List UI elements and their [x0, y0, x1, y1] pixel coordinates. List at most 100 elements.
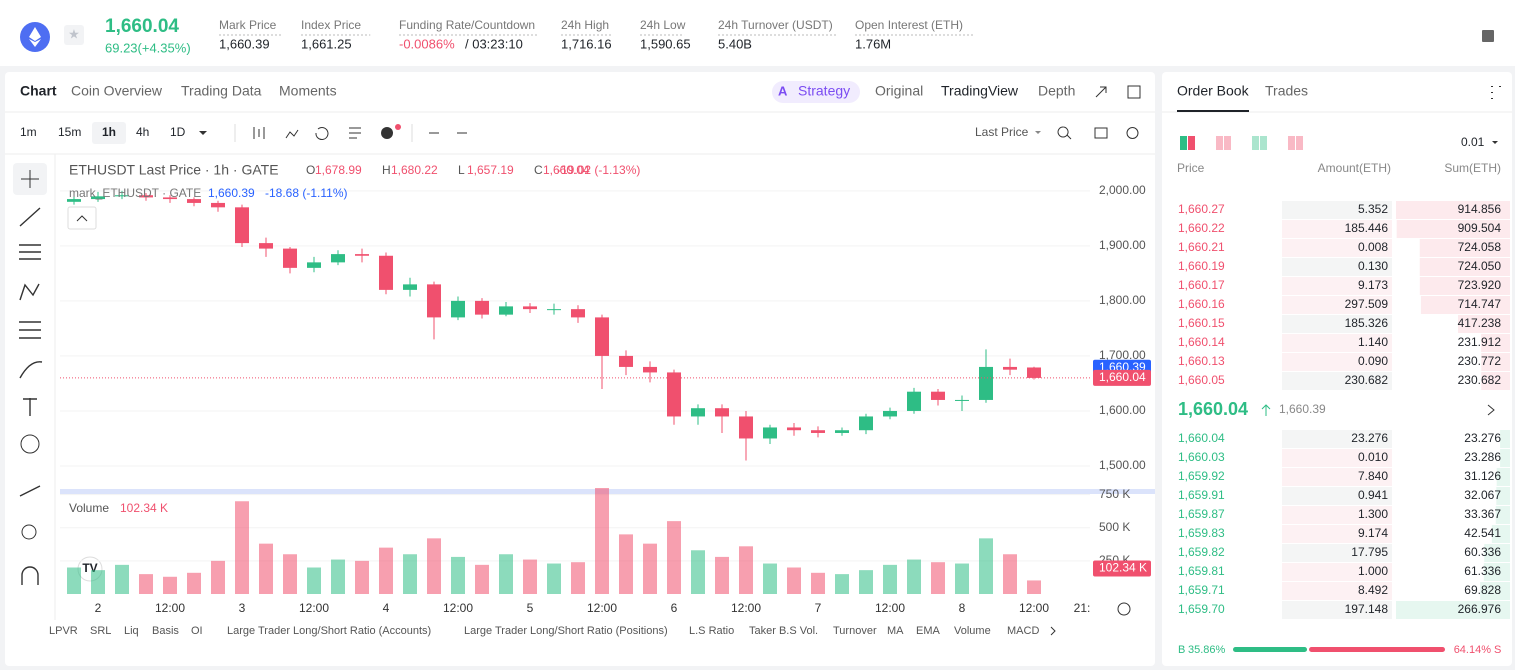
indicator[interactable]: Large Trader Long/Short Ratio (Accounts) [227, 625, 431, 637]
depth-bar [1491, 525, 1510, 543]
candle-body [163, 197, 177, 200]
candle-body [427, 284, 441, 318]
book-price[interactable]: 1,660.21 [1178, 240, 1225, 254]
chart-tab[interactable]: Chart [20, 83, 57, 99]
view-tab[interactable]: Strategy [798, 83, 850, 99]
book-mode[interactable] [1224, 136, 1231, 150]
interval[interactable]: 1D [170, 125, 186, 139]
volume-bar [379, 547, 393, 594]
volume-bar [691, 550, 705, 594]
book-price[interactable]: 1,660.13 [1178, 354, 1225, 368]
book-sum: 23.276 [1464, 431, 1501, 445]
price-source[interactable]: Last Price [975, 125, 1029, 139]
book-mode[interactable] [1188, 136, 1195, 150]
book-price[interactable]: 1,659.83 [1178, 526, 1225, 540]
toolbar-icons[interactable] [253, 127, 467, 140]
indicator[interactable]: LPVR [49, 625, 78, 637]
stat-label[interactable]: Mark Price [219, 18, 277, 32]
volume-bar [499, 554, 513, 594]
interval[interactable]: 4h [136, 125, 149, 139]
indicator[interactable]: Liq [124, 625, 139, 637]
precision[interactable]: 0.01 [1461, 135, 1485, 149]
view-tab[interactable]: TradingView [941, 83, 1019, 99]
indicator[interactable]: EMA [916, 625, 941, 637]
depth-bar [1419, 258, 1510, 276]
indicator[interactable]: MACD [1007, 625, 1039, 637]
collapse-legend[interactable] [67, 206, 97, 230]
book-price[interactable]: 1,659.91 [1178, 488, 1225, 502]
indicator[interactable]: Large Trader Long/Short Ratio (Positions… [464, 625, 668, 637]
indicator[interactable]: OI [191, 625, 203, 637]
book-price[interactable]: 1,659.87 [1178, 507, 1225, 521]
chart-tab[interactable]: Trading Data [181, 83, 262, 99]
volume-title: Volume [69, 501, 109, 515]
mid-chevron[interactable] [1487, 404, 1495, 416]
indicator[interactable]: Taker B.S Vol. [749, 625, 818, 637]
stat-label[interactable]: 24h Turnover (USDT) [718, 18, 833, 32]
book-mode[interactable] [1180, 136, 1187, 150]
book-mode[interactable] [1216, 136, 1223, 150]
book-price[interactable]: 1,660.19 [1178, 259, 1225, 273]
chart-tab[interactable]: Moments [279, 83, 337, 99]
volume-bar [307, 567, 321, 594]
interval[interactable]: 1m [20, 125, 37, 139]
view-tab[interactable]: Original [875, 83, 923, 99]
book-icon[interactable] [1482, 30, 1494, 42]
book-price[interactable]: 1,660.22 [1178, 221, 1225, 235]
stat-label[interactable]: 24h High [561, 18, 609, 32]
book-price[interactable]: 1,660.16 [1178, 297, 1225, 311]
stat-label[interactable]: Open Interest (ETH) [855, 18, 963, 32]
indicator-add[interactable] [381, 127, 393, 139]
book-price[interactable]: 1,659.92 [1178, 469, 1225, 483]
indicator[interactable]: SRL [90, 625, 111, 637]
indicator-next[interactable] [1050, 626, 1056, 636]
book-price[interactable]: 1,659.81 [1178, 564, 1225, 578]
book-mode[interactable] [1260, 136, 1267, 150]
interval[interactable]: 15m [58, 125, 81, 139]
stat-label[interactable]: Funding Rate/Countdown [399, 18, 535, 32]
chart-icons[interactable] [1057, 126, 1139, 140]
book-mode[interactable] [1296, 136, 1303, 150]
stat-label[interactable]: Index Price [301, 18, 361, 32]
stat-label[interactable]: 24h Low [640, 18, 686, 32]
book-price[interactable]: 1,659.71 [1178, 583, 1225, 597]
view-tab[interactable]: Depth [1038, 83, 1075, 99]
book-price[interactable]: 1,659.70 [1178, 602, 1225, 616]
settings-icon[interactable] [1117, 602, 1131, 616]
indicator[interactable]: MA [887, 625, 904, 637]
candle-body [979, 366, 993, 400]
panel-icons[interactable] [1095, 85, 1141, 99]
book-mode[interactable] [1288, 136, 1295, 150]
indicator[interactable]: Turnover [833, 625, 877, 637]
book-price[interactable]: 1,660.14 [1178, 335, 1225, 349]
eth-icon [29, 27, 41, 47]
favorite[interactable] [64, 25, 84, 45]
emoji-tool[interactable] [20, 434, 40, 454]
indicator[interactable]: L.S Ratio [689, 625, 734, 637]
candle-body [547, 309, 561, 311]
interval[interactable]: 1h [102, 125, 116, 139]
book-amount: 0.010 [1358, 450, 1388, 464]
legend-key: L [458, 163, 465, 177]
book-sum: 914.856 [1458, 202, 1502, 216]
book-tab[interactable]: Trades [1265, 83, 1308, 99]
book-price[interactable]: 1,659.82 [1178, 545, 1225, 559]
mark-title: mark_ETHUSDT · GATE [69, 186, 201, 200]
book-price[interactable]: 1,660.03 [1178, 450, 1225, 464]
book-mode[interactable] [1252, 136, 1259, 150]
book-price[interactable]: 1,660.15 [1178, 316, 1225, 330]
book-price[interactable]: 1,660.04 [1178, 431, 1225, 445]
chart-tab[interactable]: Coin Overview [71, 83, 163, 99]
amount-bar [1282, 315, 1392, 333]
zoom-tool[interactable] [21, 524, 37, 540]
book-price[interactable]: 1,660.27 [1178, 202, 1225, 216]
volume-bar [187, 572, 201, 594]
candle-body [763, 427, 777, 439]
indicator[interactable]: Basis [152, 625, 179, 637]
indicator[interactable]: Volume [954, 625, 991, 637]
book-price[interactable]: 1,660.05 [1178, 373, 1225, 387]
book-price[interactable]: 1,660.17 [1178, 278, 1225, 292]
more-icon[interactable] [1491, 86, 1501, 99]
book-tab[interactable]: Order Book [1177, 83, 1250, 99]
